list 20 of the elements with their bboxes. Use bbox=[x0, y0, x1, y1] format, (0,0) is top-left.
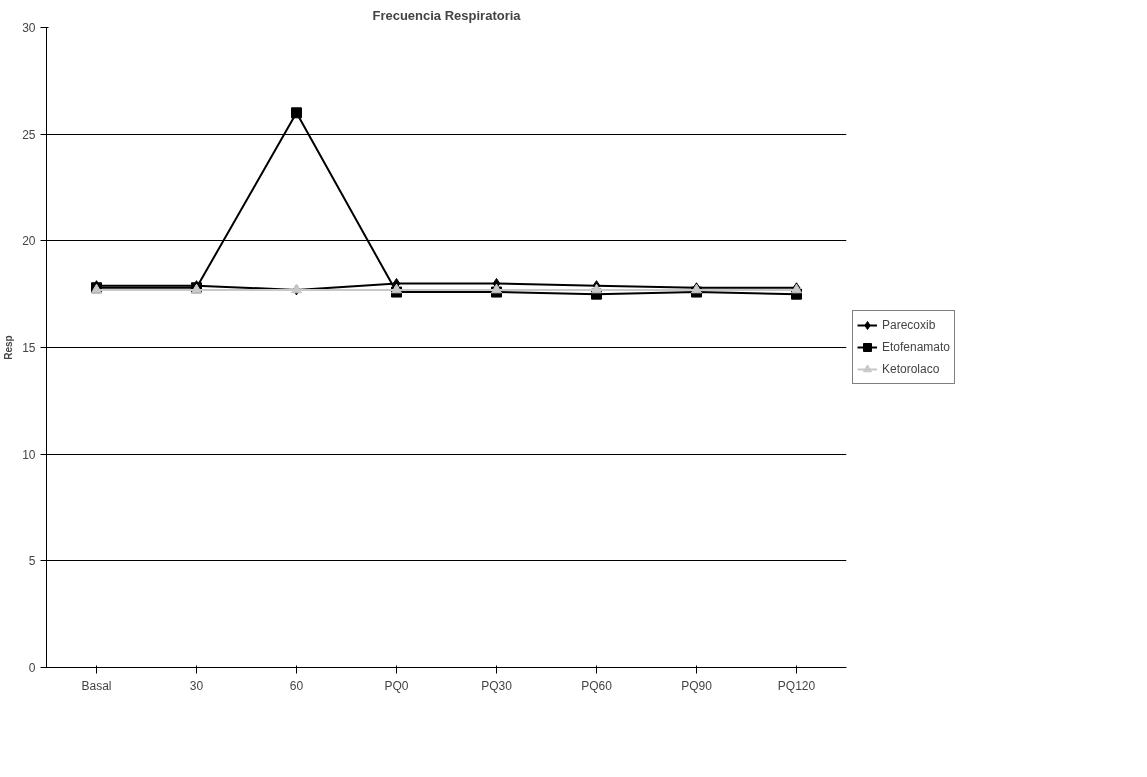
y-tick-label: 5 bbox=[28, 554, 36, 569]
x-tick-label: PQ0 bbox=[384, 678, 409, 693]
x-tick-label: PQ60 bbox=[581, 678, 613, 693]
x-tick-label: PQ120 bbox=[777, 678, 816, 693]
x-tick-label: PQ30 bbox=[481, 678, 513, 693]
chart-title: Frecuencia Respiratoria bbox=[372, 7, 522, 23]
legend-label: Parecoxib bbox=[882, 318, 936, 332]
y-axis-title: Resp bbox=[3, 335, 15, 360]
y-tick-label: 15 bbox=[22, 341, 36, 355]
legend-label: Ketorolaco bbox=[882, 362, 940, 376]
x-tick-label: 60 bbox=[289, 678, 304, 693]
x-tick-label: 30 bbox=[189, 678, 204, 693]
y-tick-label: 20 bbox=[22, 234, 36, 249]
y-tick-label: 25 bbox=[22, 127, 36, 142]
y-tick-label: 30 bbox=[22, 21, 36, 35]
x-tick-label: Basal bbox=[81, 678, 112, 693]
y-tick-label: 0 bbox=[28, 661, 36, 675]
legend-label: Etofenamato bbox=[882, 340, 951, 354]
x-tick-label: PQ90 bbox=[681, 678, 713, 693]
y-tick-label: 10 bbox=[22, 447, 36, 462]
